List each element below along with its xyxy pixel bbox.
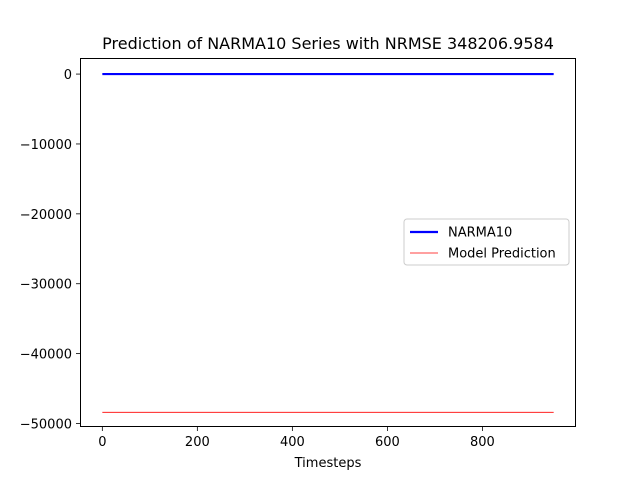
chart-title: Prediction of NARMA10 Series with NRMSE … bbox=[102, 34, 554, 53]
series-layer bbox=[102, 72, 554, 413]
plot-frame bbox=[80, 58, 576, 427]
x-tick-label: 800 bbox=[470, 435, 495, 450]
y-tick-label: 0 bbox=[64, 68, 72, 83]
x-tick-label: 200 bbox=[185, 435, 210, 450]
y-tick-label: −10000 bbox=[20, 138, 72, 153]
legend-box bbox=[403, 218, 570, 266]
x-tick-label: 0 bbox=[98, 435, 106, 450]
y-tick-label: −20000 bbox=[20, 208, 72, 223]
legend-entry-label: Model Prediction bbox=[448, 247, 556, 262]
y-axis-ticks: 0 −10000 −20000 −30000 −40000 −50000 bbox=[20, 68, 80, 433]
x-axis-label: Timesteps bbox=[294, 456, 362, 471]
y-tick-label: −40000 bbox=[20, 348, 72, 363]
y-tick-label: −30000 bbox=[20, 278, 72, 293]
y-tick-label: −50000 bbox=[20, 418, 72, 433]
x-tick-label: 600 bbox=[375, 435, 400, 450]
legend-entry-label: NARMA10 bbox=[448, 226, 512, 241]
x-tick-label: 400 bbox=[280, 435, 305, 450]
legend: NARMA10 Model Prediction bbox=[403, 218, 570, 266]
x-axis-ticks: 0 200 400 600 800 bbox=[98, 427, 495, 450]
